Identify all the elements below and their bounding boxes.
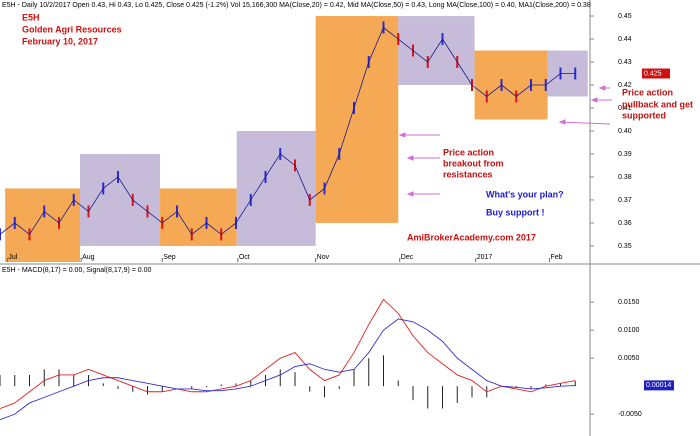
y-tick-label: 0.38 (618, 174, 632, 181)
date: February 10, 2017 (22, 36, 98, 46)
y-tick-label: 0.45 (618, 13, 632, 20)
annotation: resistances (443, 169, 493, 179)
y-tick-label: -0.0050 (618, 411, 642, 418)
macd-line (0, 318, 576, 421)
annotation: What's your plan? (486, 189, 564, 199)
x-tick-label: Feb (550, 254, 562, 261)
annotation: pullback and get (622, 99, 693, 109)
price-line (0, 26, 576, 236)
last-value-box (644, 380, 674, 391)
price-zone (398, 16, 475, 86)
arrows (398, 85, 612, 197)
y-tick-label: 0.39 (618, 151, 632, 158)
y-tick-label: 0.36 (618, 220, 632, 227)
y-tick-label: 0.42 (618, 82, 632, 89)
x-tick-label: Aug (82, 254, 95, 261)
y-tick-label: 0.43 (618, 59, 632, 66)
annotation: Buy support ! (486, 207, 545, 217)
company: Golden Agri Resources (22, 24, 122, 34)
y-tick-label: 0.44 (618, 36, 632, 43)
price-zone (5, 188, 81, 262)
annotation: Price action (622, 87, 673, 97)
annotation: Price action (443, 147, 494, 157)
price-zone (236, 130, 316, 246)
annotation: breakout from (443, 158, 504, 168)
last-price-label: 0.425 (644, 70, 662, 77)
header: E5H - Daily 10/2/2017 Open 0.43, Hi 0.43… (2, 2, 591, 9)
y-tick-label: 0.40 (618, 128, 632, 135)
macd-line (0, 298, 576, 409)
x-tick-label: 2017 (477, 254, 493, 261)
y-tick-label: 0.0150 (618, 299, 640, 306)
price-zone (160, 188, 237, 246)
annotation: supported (622, 110, 666, 120)
y-tick-label: 0.35 (618, 243, 632, 250)
last-price-box (642, 68, 670, 79)
price-zone (80, 153, 161, 246)
y-tick-label: 0.37 (618, 197, 632, 204)
y-tick-label: 0.41 (618, 105, 632, 112)
ticker: E5H (22, 12, 40, 22)
y-tick-label: 0.0100 (618, 327, 640, 334)
x-tick-label: Nov (317, 254, 330, 261)
y-tick-label: 0.0050 (618, 355, 640, 362)
header: E5H - MACD(8,17) = 0.00, Signal(8,17,9) … (2, 267, 152, 274)
x-tick-label: Dec (401, 254, 414, 261)
annotation: AmiBrokerAcademy.com 2017 (407, 232, 536, 242)
x-tick-label: Oct (239, 254, 250, 261)
price-zone (315, 16, 399, 223)
x-tick-label: Sep (163, 254, 176, 261)
last-value-label: 0.00014 (646, 382, 671, 389)
x-tick-label: Jul (8, 254, 17, 261)
